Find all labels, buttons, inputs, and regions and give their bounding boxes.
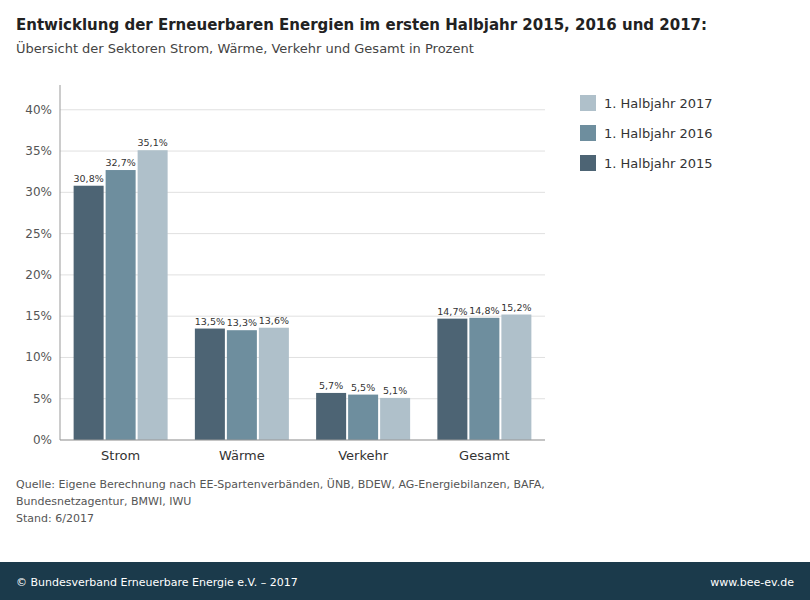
bar [74,186,104,440]
bar [106,170,136,440]
legend-label: 1. Halbjahr 2016 [604,126,713,141]
x-axis-line [60,440,545,441]
legend-label: 1. Halbjahr 2017 [604,96,713,111]
source-note: Quelle: Eigene Berechnung nach EE-Sparte… [16,478,545,491]
data-label: 14,7% [437,306,467,317]
data-label: 32,7% [106,157,136,168]
bar [348,395,378,440]
chart: Entwicklung der Erneuerbaren Energien im… [0,0,810,600]
data-label: 13,5% [195,316,225,327]
data-label: 5,7% [319,380,343,391]
data-labels: 30,8% 13,5% 5,7% 14,7% 32,7% 13,3% 5,5% 14,8% 35… [74,137,532,396]
grid [60,110,545,440]
y-tick-label: 20% [25,268,52,282]
bar [316,393,346,440]
data-label: 5,5% [351,382,375,393]
data-label: 35,1% [138,137,168,148]
bars [74,150,532,440]
data-label: 14,8% [469,305,499,316]
data-label: 13,3% [227,317,257,328]
x-tick-label: Verkehr [338,448,389,463]
data-label: 13,6% [259,315,289,326]
x-tick-label: Wärme [219,448,265,463]
source-note: Bundesnetzagentur, BMWI, IWU [16,495,191,508]
legend-label: 1. Halbjahr 2015 [604,156,713,171]
footer-text: © Bundesverband Erneuerbare Energie e.V.… [16,576,298,589]
data-label: 30,8% [74,173,104,184]
y-tick-label: 15% [25,309,52,323]
bar [437,319,467,440]
y-tick-label: 0% [33,433,52,447]
legend-swatch [580,125,596,141]
bar [227,330,257,440]
y-tick-label: 10% [25,350,52,364]
bar [469,318,499,440]
title: Entwicklung der Erneuerbaren Energien im… [16,16,707,34]
legend-swatch [580,155,596,171]
y-axis-line [60,85,61,440]
y-tick-label: 5% [33,392,52,406]
y-tick-label: 25% [25,227,52,241]
footer [0,562,810,600]
bar [259,328,289,440]
x-tick-label: Gesamt [459,448,510,463]
data-label: 15,2% [501,302,531,313]
y-tick-label: 35% [25,144,52,158]
source-note: Stand: 6/2017 [16,512,94,525]
y-tick-label: 30% [25,185,52,199]
bar [501,315,531,440]
subtitle: Übersicht der Sektoren Strom, Wärme, Ver… [16,40,474,56]
x-tick-label: Strom [101,448,140,463]
grid-line [60,151,545,152]
data-label: 5,1% [383,385,407,396]
y-tick-label: 40% [25,103,52,117]
bar [380,398,410,440]
footer-text: www.bee-ev.de [710,576,794,589]
legend: 1. Halbjahr 2017 1. Halbjahr 2016 1. Halbj… [580,95,713,171]
bar [138,150,168,440]
grid-line [60,109,545,110]
bar [195,329,225,440]
legend-swatch [580,95,596,111]
grid-line [60,440,545,441]
